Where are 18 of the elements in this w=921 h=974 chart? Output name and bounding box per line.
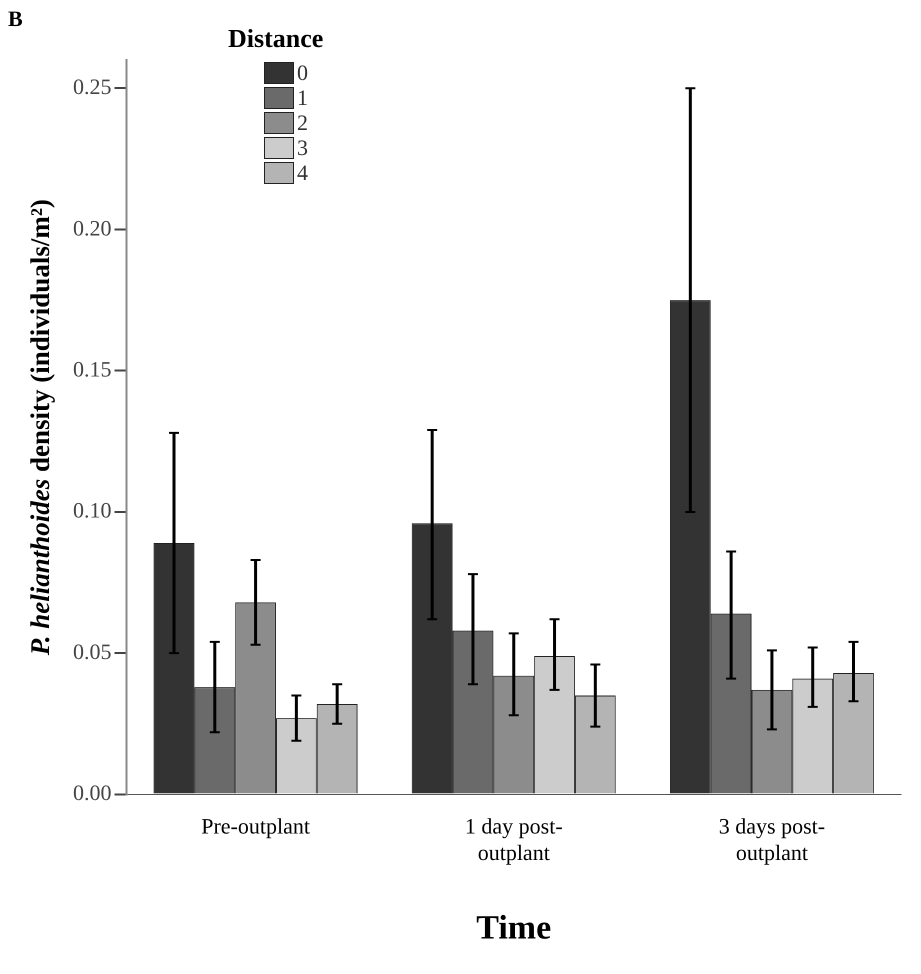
legend-label: 3 [297,134,308,160]
legend-label: 2 [297,110,308,136]
legend-label: 1 [297,84,308,110]
legend-title: Distance [228,24,324,54]
y-tick-label: 0.10 [73,498,112,523]
x-axis-title: Time [476,909,552,946]
x-tick-label: 1 day post-outplant [464,813,563,865]
chart-title: B [8,6,23,32]
x-tick-label: Pre-outplant [201,813,310,838]
y-tick-label: 0.20 [73,215,112,240]
y-tick-label: 0.05 [73,638,112,664]
x-tick-label: 3 days post-outplant [718,813,826,865]
legend-label: 0 [297,60,308,86]
legend-label: 4 [297,160,308,186]
y-axis-title: P. helianthoides density (individuals/m²) [24,199,55,656]
y-tick-label: 0.00 [73,780,112,806]
y-tick-label: 0.15 [73,356,112,382]
y-tick-label: 0.25 [73,74,112,100]
